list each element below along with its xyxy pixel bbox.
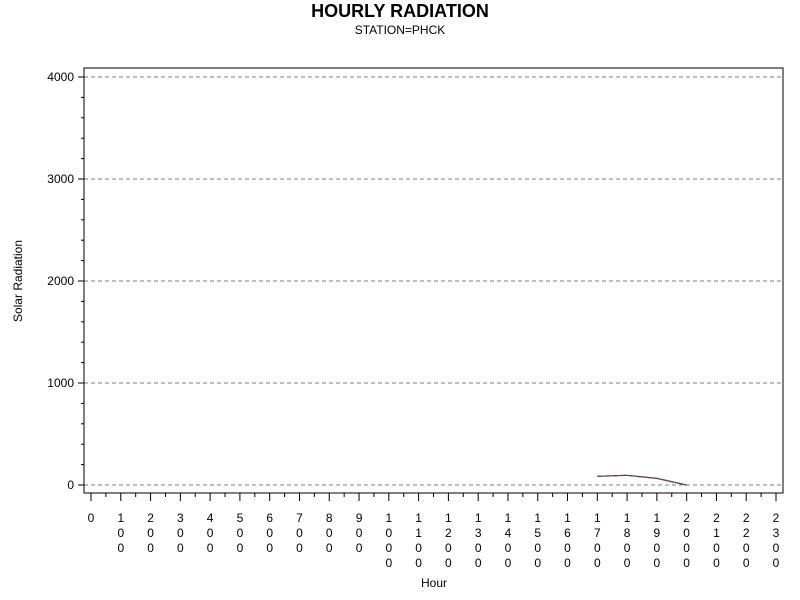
y-tick-label: 4000 [47,70,74,84]
series-line-2 [597,474,687,486]
y-tick-label: 3000 [47,172,74,186]
y-axis: 0 1000 2000 3000 4000 [47,70,84,492]
y-tick-label: 2000 [47,274,74,288]
y-tick-label: 1000 [47,376,74,390]
chart-subtitle: STATION=PHCK [354,23,446,37]
plot-frame [83,67,784,494]
x-tick-label: 0 [88,511,95,525]
y-axis-label: Solar Radiation [11,240,25,322]
gridlines [84,76,783,486]
chart-title: HOURLY RADIATION [311,1,489,21]
y-tick-label: 0 [67,478,74,492]
series-layer [597,474,687,486]
x-axis-label: Hour [421,576,447,590]
x-axis: 0 1 0 0 2 0 0 3 0 0 4 0 0 5 0 0 6 0 0 7 0 0 8 0 0 9 0 0 1 0 0 0 1 1 0 0 1 2 0 0… [88,493,780,570]
